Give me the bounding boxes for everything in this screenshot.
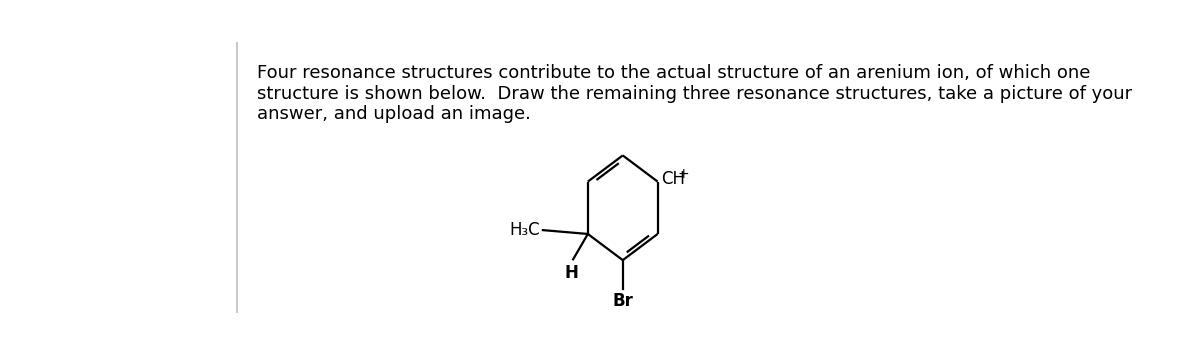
Text: Br: Br xyxy=(612,292,634,310)
Text: H: H xyxy=(565,264,578,282)
Text: CH: CH xyxy=(661,170,685,188)
Text: structure is shown below.  Draw the remaining three resonance structures, take a: structure is shown below. Draw the remai… xyxy=(257,84,1132,102)
Text: +: + xyxy=(678,167,690,181)
Text: answer, and upload an image.: answer, and upload an image. xyxy=(257,105,530,124)
Text: Four resonance structures contribute to the actual structure of an arenium ion, : Four resonance structures contribute to … xyxy=(257,64,1091,82)
Text: H₃C: H₃C xyxy=(509,221,540,239)
